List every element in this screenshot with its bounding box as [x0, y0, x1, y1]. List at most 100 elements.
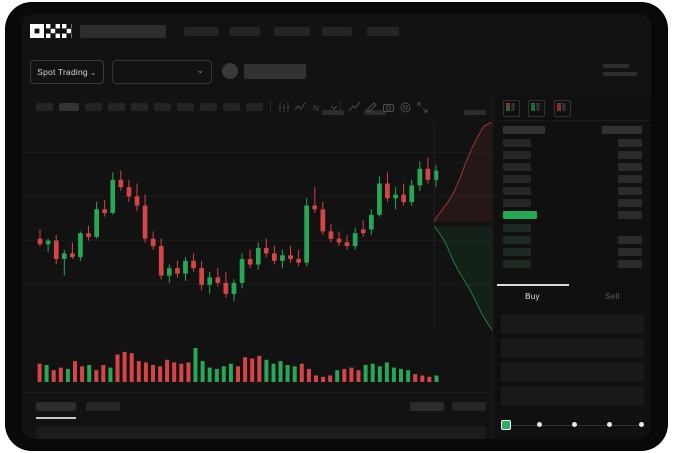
candlestick-chart-icon[interactable] — [277, 101, 290, 114]
camera-icon[interactable] — [382, 101, 395, 114]
percent-slider[interactable] — [501, 420, 644, 430]
chevron-down-icon[interactable] — [328, 101, 341, 114]
slider-handle[interactable] — [501, 420, 511, 430]
orderbook-ask-row[interactable] — [503, 151, 531, 159]
slider-stop-75[interactable] — [607, 422, 612, 427]
pair-ticker-bar: Spot Trading ⌄ ⌄ — [22, 50, 651, 124]
orderbook-bid-qty[interactable] — [618, 260, 642, 268]
chart-gridline — [22, 284, 492, 285]
slider-stop-50[interactable] — [572, 422, 577, 427]
search-input[interactable] — [80, 25, 166, 38]
bottom-tab-1[interactable] — [36, 402, 76, 411]
nav-item-4[interactable] — [322, 27, 352, 36]
price-chart[interactable] — [22, 118, 492, 334]
orderbook-mode-asks-icon[interactable] — [553, 100, 571, 117]
volume-series — [37, 348, 439, 382]
orderbook-ask-qty[interactable] — [618, 175, 642, 183]
chart-toolbar: fx — [22, 96, 492, 119]
buy-tab-active-underline — [497, 284, 569, 286]
header-meta-lines — [603, 64, 637, 76]
stat-label — [364, 110, 386, 115]
orderbook-bid-row[interactable] — [503, 260, 531, 268]
candlestick-series — [37, 157, 439, 302]
timeframe-button-10[interactable] — [246, 103, 263, 111]
volume-chart — [22, 334, 492, 392]
order-type-field[interactable] — [501, 314, 644, 334]
tab-sell[interactable]: Sell — [605, 292, 620, 301]
orderbook-bid-row[interactable] — [503, 248, 531, 256]
market-type-selector[interactable]: Spot Trading ⌄ — [30, 60, 104, 84]
timeframe-button-3[interactable] — [85, 103, 102, 111]
timeframe-button-1[interactable] — [36, 103, 53, 111]
timeframe-button-9[interactable] — [223, 103, 240, 111]
order-panel: Buy Sell — [492, 96, 651, 439]
bottom-action-2[interactable] — [452, 402, 486, 411]
nav-item-2[interactable] — [230, 27, 260, 36]
tab-buy[interactable]: Buy — [525, 292, 540, 301]
timeframe-button-5[interactable] — [131, 103, 148, 111]
device-screen: Spot Trading ⌄ ⌄ — [22, 14, 651, 439]
app-header — [22, 14, 651, 50]
timeframe-button-7[interactable] — [177, 103, 194, 111]
orderbook-ask-row[interactable] — [503, 163, 531, 171]
orderbook-ask-row[interactable] — [503, 175, 531, 183]
orderbook-ask-qty[interactable] — [618, 163, 642, 171]
line-chart-icon[interactable] — [294, 101, 307, 114]
orderbook-bid-qty[interactable] — [618, 236, 642, 244]
orderbook-ask-qty[interactable] — [618, 139, 642, 147]
orderbook-ask-row[interactable] — [503, 187, 531, 195]
orderbook-ask-qty[interactable] — [618, 187, 642, 195]
orderbook-last-price — [503, 211, 537, 219]
chart-gridline — [22, 196, 492, 197]
ruler-icon[interactable] — [365, 101, 378, 114]
orderbook-bid-qty[interactable] — [618, 248, 642, 256]
bottom-tab-2[interactable] — [86, 402, 120, 411]
timeframe-button-4[interactable] — [108, 103, 125, 111]
orderbook-ask-qty[interactable] — [618, 199, 642, 207]
orderbook-ask-row[interactable] — [503, 199, 531, 207]
nav-item-3[interactable] — [274, 27, 310, 36]
timeframe-button-2[interactable] — [59, 103, 79, 111]
meta-line-1 — [603, 64, 629, 68]
order-form-tabs: Buy Sell — [493, 284, 651, 310]
price-field[interactable] — [501, 338, 644, 358]
orderbook-bid-row[interactable] — [503, 236, 531, 244]
okx-logo[interactable] — [30, 24, 72, 38]
slider-stop-100[interactable] — [639, 422, 644, 427]
total-field[interactable] — [501, 386, 644, 406]
orderbook-mode-both-icon[interactable] — [503, 100, 520, 117]
fullscreen-icon[interactable] — [416, 101, 429, 114]
nav-item-1[interactable] — [184, 27, 218, 36]
last-price-value — [244, 64, 306, 79]
pair-selector[interactable]: ⌄ — [112, 60, 212, 84]
bottom-action-1[interactable] — [410, 402, 444, 411]
market-type-label: Spot Trading — [37, 67, 88, 77]
orderbook-ask-qty[interactable] — [618, 151, 642, 159]
chevron-down-icon: ⌄ — [89, 68, 97, 77]
indicator-icon[interactable]: fx — [311, 101, 324, 114]
orderbook-divider — [493, 120, 651, 121]
orderbook-bid-row[interactable] — [503, 224, 531, 232]
slider-stop-25[interactable] — [537, 422, 542, 427]
orderbook-mode-bids-icon[interactable] — [528, 100, 546, 117]
orderbook-display-modes — [503, 100, 575, 118]
timeframe-button-6[interactable] — [154, 103, 171, 111]
timeframe-button-8[interactable] — [200, 103, 217, 111]
amount-field[interactable] — [501, 362, 644, 382]
nav-item-5[interactable] — [367, 27, 399, 36]
trend-line-icon[interactable] — [348, 101, 361, 114]
orderbook-header-amount — [602, 126, 642, 134]
bottom-content-placeholder — [36, 426, 486, 439]
orderbook-ask-row[interactable] — [503, 139, 531, 147]
chart-gridline — [22, 240, 492, 241]
toolbar-divider — [340, 101, 341, 113]
stat-label — [322, 110, 344, 115]
meta-line-2 — [603, 72, 637, 76]
stat-label — [464, 110, 486, 115]
settings-gear-icon[interactable] — [399, 101, 412, 114]
bottom-tab-active-underline — [36, 417, 76, 419]
svg-text:fx: fx — [313, 104, 319, 113]
bottom-panel — [22, 392, 492, 439]
chart-gridline — [22, 152, 492, 153]
